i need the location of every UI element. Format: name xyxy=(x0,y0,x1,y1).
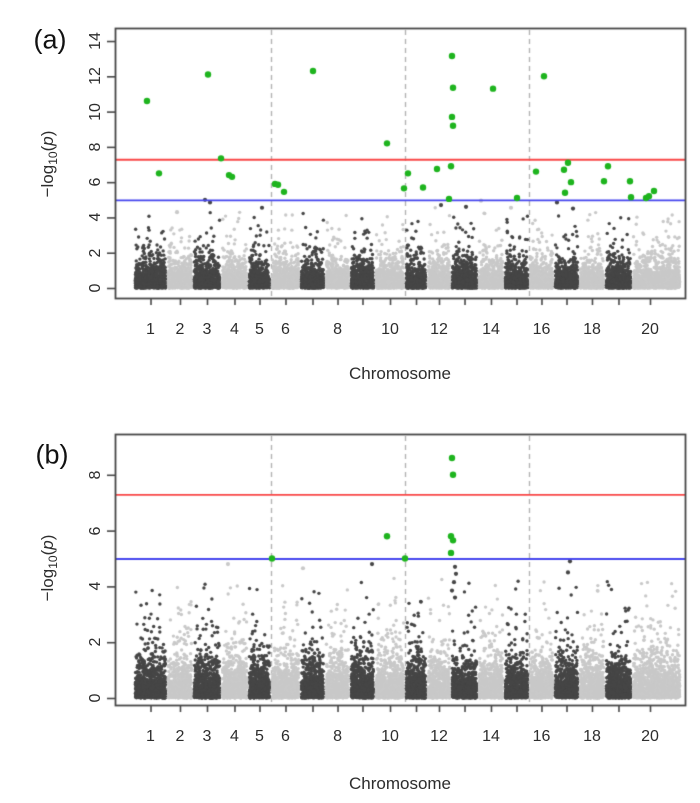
manhattan-plot-canvas xyxy=(0,0,700,803)
gwas-manhattan-figure: (a) (b) −log10(p) −log10(p) Chromosome C… xyxy=(0,0,700,803)
